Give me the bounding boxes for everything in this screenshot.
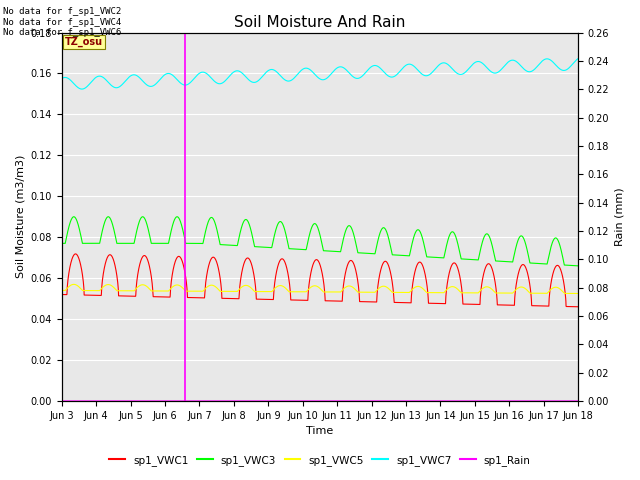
X-axis label: Time: Time	[307, 426, 333, 436]
Title: Soil Moisture And Rain: Soil Moisture And Rain	[234, 15, 406, 30]
Y-axis label: Soil Moisture (m3/m3): Soil Moisture (m3/m3)	[15, 155, 25, 278]
Text: No data for f_sp1_VWC2
No data for f_sp1_VWC4
No data for f_sp1_VWC6: No data for f_sp1_VWC2 No data for f_sp1…	[3, 7, 122, 37]
Y-axis label: Rain (mm): Rain (mm)	[615, 187, 625, 246]
Legend: sp1_VWC1, sp1_VWC3, sp1_VWC5, sp1_VWC7, sp1_Rain: sp1_VWC1, sp1_VWC3, sp1_VWC5, sp1_VWC7, …	[105, 451, 535, 470]
Text: TZ_osu: TZ_osu	[65, 36, 102, 47]
